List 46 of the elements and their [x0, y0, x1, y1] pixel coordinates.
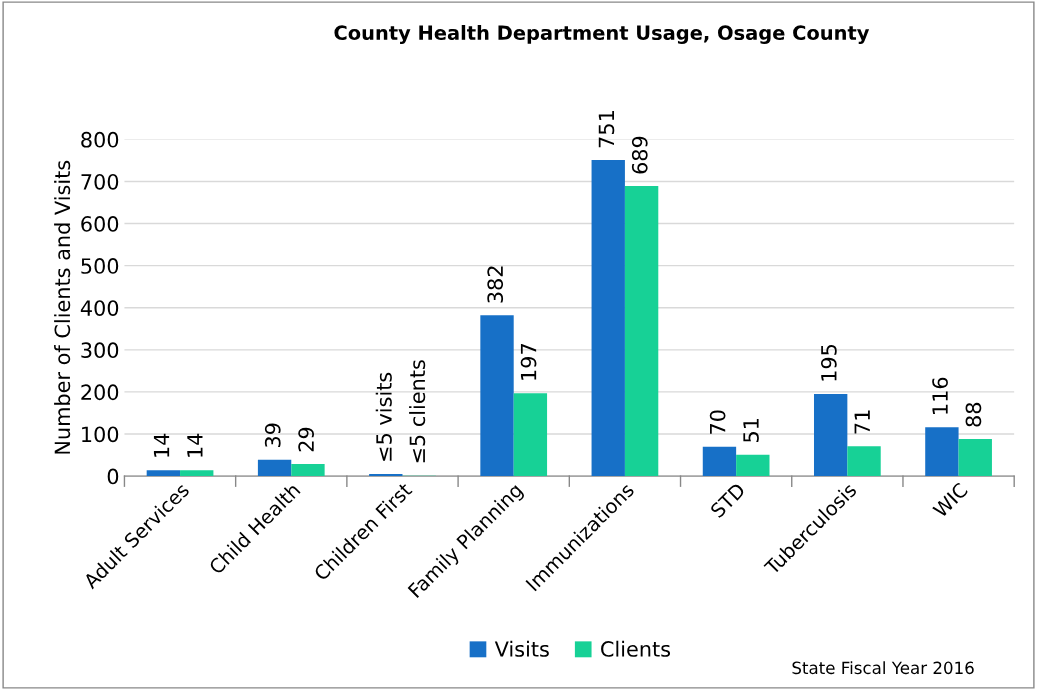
y-tick-label: 400 — [80, 300, 119, 316]
data-label: 70 — [709, 410, 726, 434]
data-label: 382 — [487, 266, 504, 303]
data-label: 88 — [965, 402, 982, 427]
data-label: 116 — [932, 377, 948, 414]
bar — [513, 393, 548, 477]
y-axis-title: Number of Clients and Visits — [54, 160, 71, 454]
data-label: ≤5 visits — [375, 372, 392, 461]
data-label: 14 — [153, 433, 170, 457]
bar — [813, 394, 848, 477]
bar — [369, 474, 403, 477]
legend-label: Clients — [601, 640, 671, 657]
y-tick-label: 600 — [81, 216, 119, 232]
bar — [146, 470, 181, 477]
bar — [958, 439, 992, 477]
x-tick-label: WIC — [932, 481, 969, 519]
data-label: ≤5 clients — [409, 360, 426, 463]
legend-label: Visits — [494, 640, 549, 657]
bar — [736, 454, 770, 477]
bar — [480, 315, 514, 477]
y-tick-label: 500 — [81, 258, 119, 274]
data-label: 751 — [598, 111, 615, 148]
bar — [180, 470, 214, 477]
text: State Fiscal Year 2016 — [792, 661, 974, 675]
data-label: 51 — [743, 418, 759, 442]
bar — [591, 160, 625, 477]
y-tick-label: 800 — [81, 131, 119, 148]
data-label: 39 — [264, 423, 281, 447]
data-label: 14 — [187, 433, 203, 457]
bar — [702, 446, 737, 477]
data-label: 29 — [298, 427, 314, 452]
data-label: 71 — [854, 410, 870, 434]
y-tick-label: 200 — [81, 384, 119, 401]
y-tick-label: 0 — [107, 468, 119, 485]
y-tick-label: 100 — [82, 426, 119, 443]
bar — [624, 186, 659, 477]
bar — [257, 459, 292, 477]
bar — [925, 427, 959, 477]
chart-title: County Health Department Usage, Osage County — [334, 25, 870, 44]
data-label: 689 — [631, 136, 648, 174]
bar — [291, 463, 325, 477]
y-tick-label: 300 — [81, 342, 119, 359]
y-tick-label: 700 — [81, 173, 119, 190]
data-label: 197 — [520, 344, 537, 380]
data-label: 195 — [820, 344, 837, 381]
bar — [847, 446, 881, 477]
